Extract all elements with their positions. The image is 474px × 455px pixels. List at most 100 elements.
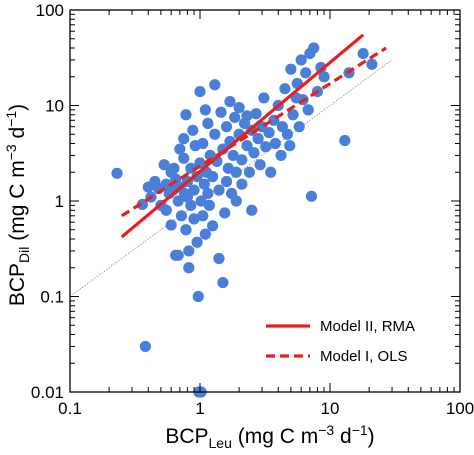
legend-label: Model I, OLS (320, 348, 408, 365)
data-point (269, 137, 281, 150)
data-point (287, 109, 299, 121)
data-point (220, 121, 233, 133)
data-point (160, 204, 172, 216)
data-point (209, 128, 221, 140)
y-axis-title-subscript: Dil (16, 247, 32, 263)
rma-fit-line (120, 33, 365, 239)
data-point (366, 58, 378, 70)
data-point (206, 171, 219, 183)
data-point (195, 195, 207, 207)
data-point (219, 207, 231, 219)
ols-fit-line (120, 46, 387, 218)
x-tick-label: 0.1 (58, 399, 82, 418)
data-point (217, 276, 229, 289)
data-point (308, 42, 320, 54)
data-point (236, 154, 248, 166)
data-point (206, 220, 219, 232)
data-point (174, 143, 186, 155)
y-axis-title-units-open: (mg C m (6, 160, 29, 246)
x-axis-title: BCPLeu (mg C m−3 d−1) (165, 422, 374, 451)
data-point (302, 104, 314, 116)
data-point (227, 149, 239, 162)
data-point (236, 178, 248, 190)
data-point (111, 167, 123, 179)
data-point (203, 199, 215, 211)
data-point (199, 228, 211, 240)
data-point (315, 61, 327, 74)
x-axis-title-exp1: −3 (318, 422, 334, 438)
data-point (213, 184, 225, 196)
data-point (252, 133, 264, 145)
data-point (188, 184, 200, 196)
y-axis-title: BCPDil (mg C m−3 d−1) (3, 104, 32, 306)
data-point (191, 171, 203, 183)
x-tick-label: 100 (446, 399, 474, 418)
data-point (230, 195, 242, 207)
y-axis-title-units-mid: d (6, 127, 29, 145)
y-tick-label: 100 (36, 1, 64, 20)
data-point (293, 121, 305, 133)
data-point (281, 128, 293, 140)
data-point (194, 85, 206, 98)
data-point (229, 111, 241, 124)
data-point (339, 134, 351, 147)
data-point (188, 213, 200, 225)
data-point (279, 83, 291, 95)
data-point (191, 236, 203, 248)
y-axis-title-units-close: ) (6, 104, 29, 111)
data-point (357, 47, 369, 60)
data-point (178, 152, 190, 164)
one-to-one-line (69, 59, 393, 297)
y-tick-label: 0.01 (31, 383, 64, 402)
data-point (197, 137, 209, 150)
data-point (172, 195, 184, 207)
data-point (192, 290, 204, 303)
data-point (158, 159, 170, 171)
data-point (258, 92, 270, 104)
y-tick-label: 1 (55, 192, 64, 211)
data-point (187, 124, 199, 136)
data-point (263, 127, 275, 139)
data-point (275, 149, 287, 162)
data-point (285, 63, 297, 75)
data-point (300, 67, 312, 79)
data-point (136, 198, 148, 211)
y-axis-title-exp1: −3 (3, 144, 19, 160)
y-tick-label: 10 (45, 97, 64, 116)
data-point (305, 190, 318, 202)
data-point (295, 54, 307, 66)
x-axis-title-units-close: ) (368, 425, 375, 448)
data-point (183, 262, 195, 274)
y-tick-label: 0.1 (40, 288, 64, 307)
data-point (246, 204, 258, 216)
data-point (172, 249, 184, 261)
data-point (139, 340, 151, 353)
data-point (215, 106, 227, 118)
data-point (284, 140, 296, 152)
x-tick-label: 10 (321, 399, 340, 418)
data-point (175, 210, 188, 222)
y-axis-title-exp2: −1 (3, 111, 19, 127)
data-point (250, 108, 262, 120)
x-axis-title-base: BCP (165, 425, 208, 448)
data-point (202, 187, 214, 200)
data-point (165, 219, 177, 231)
data-point (241, 110, 253, 122)
legend-label: Model II, RMA (320, 318, 415, 335)
y-axis-title-base: BCP (6, 263, 29, 306)
data-point (209, 79, 221, 91)
data-point (260, 141, 272, 153)
data-point (241, 140, 253, 152)
data-point (197, 210, 209, 222)
x-tick-label: 1 (195, 399, 204, 418)
data-point (265, 166, 277, 178)
data-point (233, 102, 245, 114)
x-axis-title-units-mid: d (334, 425, 352, 448)
data-point (183, 245, 195, 257)
x-axis-title-subscript: Leu (209, 435, 232, 451)
data-point (185, 199, 197, 211)
data-point (230, 166, 242, 178)
data-point (198, 178, 210, 190)
